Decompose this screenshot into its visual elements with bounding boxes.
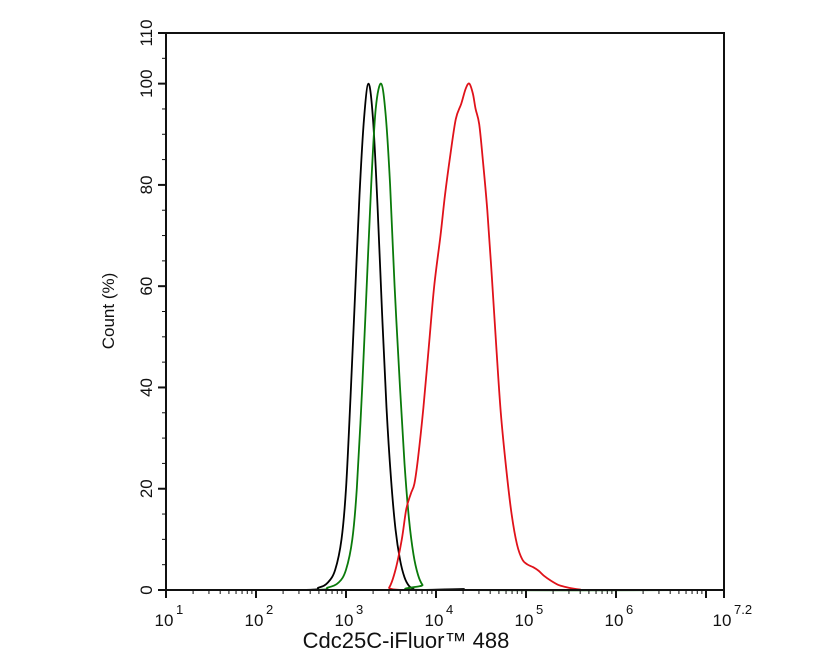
x-tick-label: 10 [155,611,174,630]
y-tick-label: 40 [137,378,156,397]
x-tick-exponent: 2 [266,602,273,617]
y-tick-label: 60 [137,277,156,296]
y-axis-ticks: 0 20 40 60 80 100 110 [137,19,166,595]
x-tick-exponent: 6 [626,602,633,617]
y-tick-label: 110 [137,19,156,46]
x-tick-label: 10 [335,611,354,630]
x-tick-exponent: 3 [356,602,363,617]
y-axis-label: Count (%) [99,273,118,350]
x-tick-label: 10 [605,611,624,630]
histogram-curves [165,82,725,592]
series-line-0 [165,82,725,592]
x-tick-label: 10 [713,611,732,630]
series-line-1 [165,82,725,592]
y-tick-label: 0 [137,585,156,594]
x-tick-label: 10 [425,611,444,630]
x-axis-label: Cdc25C-iFluor™ 488 [303,628,510,653]
x-tick-exponent: 7.2 [734,602,752,617]
series-line-2 [165,82,725,592]
y-tick-label: 20 [137,479,156,498]
x-tick-exponent: 4 [446,602,453,617]
y-tick-label: 100 [137,69,156,97]
x-tick-label: 10 [515,611,534,630]
x-tick-exponent: 5 [536,602,543,617]
plot-frame [165,32,725,591]
x-tick-label: 10 [245,611,264,630]
x-tick-exponent: 1 [176,602,183,617]
y-tick-label: 80 [137,175,156,194]
